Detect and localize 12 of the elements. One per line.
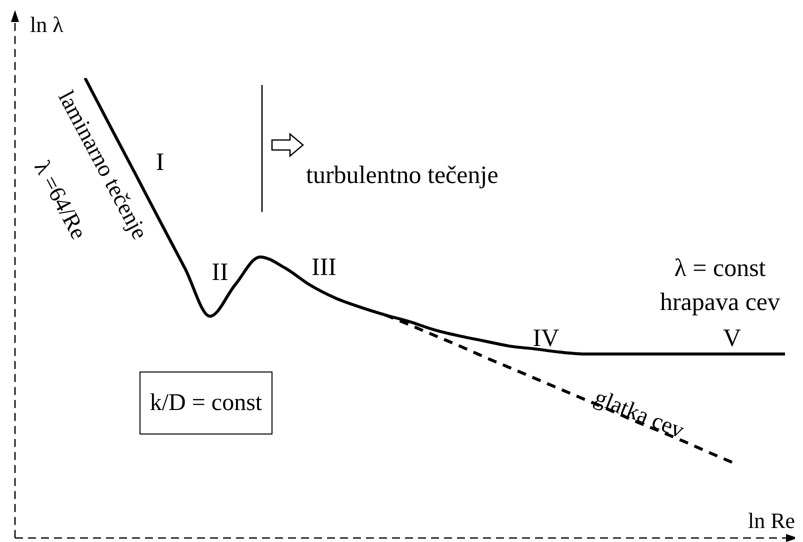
y-axis-title: ln λ: [30, 12, 64, 37]
annotation: turbulentno tečenje: [306, 162, 498, 189]
annotation: V: [722, 325, 742, 352]
annotation: I: [156, 149, 164, 176]
annotation: k/D = const: [150, 390, 262, 416]
annotation: III: [312, 254, 336, 281]
annotation: λ = const: [674, 255, 766, 282]
annotation: II: [212, 259, 228, 286]
x-axis-title: ln Re: [748, 508, 796, 533]
annotation: λ =64/Re: [30, 156, 92, 244]
annotation: hrapava cev: [660, 289, 781, 316]
annotation: IV: [532, 325, 560, 352]
